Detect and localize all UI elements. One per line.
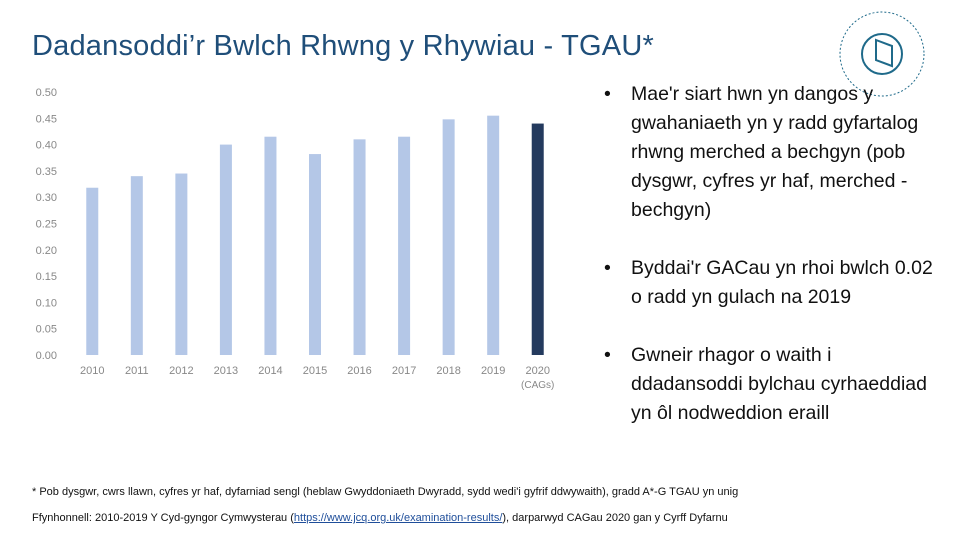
bar bbox=[264, 136, 277, 355]
source-link[interactable]: https://www.jcq.org.uk/examination-resul… bbox=[293, 512, 503, 524]
gender-gap-bar-chart: 0.00 0.05 0.10 0.15 0.20 0.25 0.30 0.35 0.40 0.45… bbox=[36, 87, 555, 391]
x-tick-label: 2017 bbox=[392, 365, 416, 377]
bar bbox=[353, 139, 366, 355]
bullet-item: • Byddai'r GACau yn rhoi bwlch 0.02 o rad… bbox=[604, 254, 944, 312]
source-prefix: Ffynhonnell: 2010-2019 Y Cyd-gyngor Cymw… bbox=[32, 512, 294, 524]
qualifications-wales-logo bbox=[839, 11, 925, 97]
y-tick-label: 0.15 bbox=[36, 271, 57, 283]
bullet-text: Byddai'r GACau yn rhoi bwlch 0.02 o radd… bbox=[631, 257, 933, 308]
bar bbox=[487, 115, 500, 355]
bullet-text: Gwneir rhagor o waith i ddadansoddi bylc… bbox=[631, 344, 927, 424]
bullet-marker: • bbox=[604, 257, 611, 279]
source-suffix: ), darparwyd CAGau 2020 gan y Cyrff Dyfa… bbox=[502, 512, 728, 524]
x-tick-label: 2012 bbox=[169, 365, 193, 377]
bar bbox=[219, 144, 232, 355]
y-tick-label: 0.35 bbox=[36, 166, 57, 178]
source-note: Ffynhonnell: 2010-2019 Y Cyd-gyngor Cymw… bbox=[32, 512, 728, 524]
x-tick-label: 2010 bbox=[80, 365, 104, 377]
y-tick-label: 0.45 bbox=[36, 113, 57, 125]
x-tick-label: 2014 bbox=[258, 365, 282, 377]
y-tick-label: 0.10 bbox=[36, 297, 57, 309]
bar bbox=[398, 136, 411, 355]
y-tick-label: 0.20 bbox=[36, 245, 57, 257]
x-tick-label: 2020 bbox=[525, 365, 549, 377]
bullet-item: • Gwneir rhagor o waith i ddadansoddi byl… bbox=[604, 341, 944, 428]
y-tick-label: 0.50 bbox=[36, 87, 57, 99]
y-tick-label: 0.25 bbox=[36, 219, 57, 231]
x-tick-label: 2011 bbox=[125, 365, 149, 377]
bullet-marker: • bbox=[604, 344, 611, 366]
bar bbox=[130, 176, 143, 355]
x-tick-label: 2013 bbox=[214, 365, 238, 377]
slide-title: Dadansoddi’r Bwlch Rhwng y Rhywiau - TGA… bbox=[32, 30, 654, 62]
y-tick-label: 0.40 bbox=[36, 140, 57, 152]
x-tick-label: 2019 bbox=[481, 365, 505, 377]
bar bbox=[175, 173, 188, 355]
bullet-item: • Mae'r siart hwn yn dangos y gwahaniaeth… bbox=[604, 80, 944, 225]
y-tick-label: 0.05 bbox=[36, 324, 57, 336]
x-tick-label: 2018 bbox=[436, 365, 460, 377]
y-tick-label: 0.00 bbox=[36, 350, 57, 362]
x-tick-sublabel: (CAGs) bbox=[521, 380, 554, 391]
bar bbox=[442, 119, 455, 355]
x-tick-label: 2015 bbox=[303, 365, 327, 377]
bullet-marker: • bbox=[604, 83, 611, 105]
bullet-list: • Mae'r siart hwn yn dangos y gwahaniaeth… bbox=[604, 80, 944, 457]
bar bbox=[86, 187, 99, 355]
bar bbox=[531, 123, 544, 355]
x-tick-label: 2016 bbox=[347, 365, 371, 377]
footnote: * Pob dysgwr, cwrs llawn, cyfres yr haf,… bbox=[32, 486, 739, 498]
bullet-text: Mae'r siart hwn yn dangos y gwahaniaeth … bbox=[631, 83, 919, 221]
y-tick-label: 0.30 bbox=[36, 192, 57, 204]
bar bbox=[309, 154, 321, 355]
